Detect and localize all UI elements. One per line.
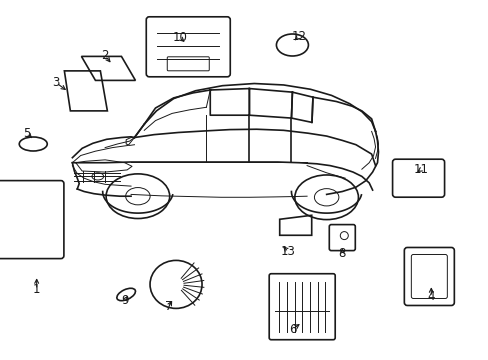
Text: 2: 2: [101, 49, 109, 62]
Text: 10: 10: [172, 31, 187, 44]
Text: 9: 9: [121, 294, 128, 307]
Text: 12: 12: [291, 30, 306, 42]
Text: 1: 1: [33, 283, 41, 296]
Text: 8: 8: [338, 247, 346, 260]
Text: 7: 7: [164, 300, 172, 313]
Text: 5: 5: [23, 127, 31, 140]
Text: 13: 13: [281, 246, 295, 258]
Text: 3: 3: [52, 76, 60, 89]
Text: 4: 4: [427, 291, 434, 303]
Text: 6: 6: [288, 323, 296, 336]
Text: 11: 11: [413, 163, 428, 176]
